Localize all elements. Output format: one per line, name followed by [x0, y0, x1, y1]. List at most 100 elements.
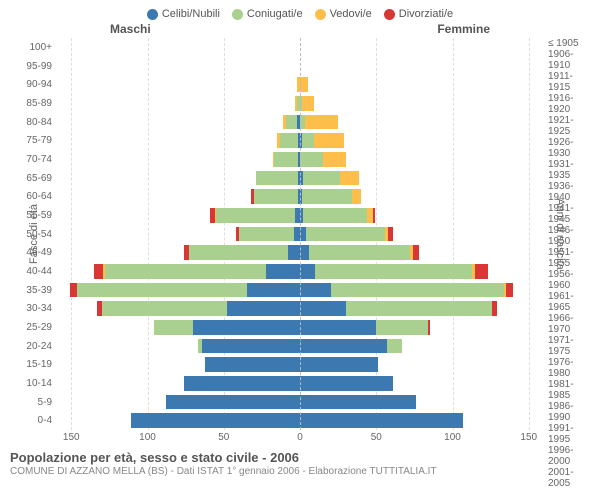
legend-label: Divorziati/e	[399, 8, 453, 20]
female-half	[300, 57, 544, 76]
bar	[210, 208, 300, 223]
pyramid-row	[56, 150, 544, 169]
bar	[300, 320, 430, 335]
bar	[131, 413, 300, 428]
male-half	[56, 355, 300, 374]
footer: Popolazione per età, sesso e stato civil…	[8, 444, 592, 477]
bar	[300, 208, 375, 223]
legend-item: Celibi/Nubili	[147, 8, 220, 20]
bar-segment	[298, 133, 300, 148]
bar	[300, 339, 402, 354]
bar	[94, 264, 300, 279]
population-pyramid: Celibi/NubiliConiugati/eVedovi/eDivorzia…	[0, 0, 600, 500]
bar-segment	[388, 227, 393, 242]
female-half	[300, 318, 544, 337]
bar-segment	[298, 171, 300, 186]
y-tick-age: 80-84	[8, 113, 52, 132]
pyramid-row	[56, 318, 544, 337]
bar-segment	[428, 320, 430, 335]
bar-segment	[302, 96, 314, 111]
bar-segment	[300, 245, 309, 260]
pyramid-row	[56, 299, 544, 318]
female-half	[300, 374, 544, 393]
bar-segment	[300, 395, 416, 410]
pyramid-row	[56, 94, 544, 113]
bar	[166, 395, 300, 410]
bar	[184, 245, 300, 260]
bar	[251, 189, 300, 204]
pyramid-row	[56, 393, 544, 412]
bar-segment	[102, 301, 227, 316]
bar-segment	[302, 133, 314, 148]
bar-segment	[387, 339, 402, 354]
pyramid-row	[56, 262, 544, 281]
female-half	[300, 243, 544, 262]
y-tick-birth: 1971-1975	[548, 335, 592, 357]
bar-segment	[266, 264, 300, 279]
bar-segment	[300, 376, 393, 391]
legend-swatch	[232, 9, 243, 20]
male-half	[56, 393, 300, 412]
bar	[300, 245, 419, 260]
bar-segment	[166, 395, 300, 410]
bar-segment	[297, 115, 300, 130]
plot-area: Fasce di età 100+95-9990-9485-8980-8475-…	[8, 38, 592, 430]
x-tick: 150	[63, 432, 80, 443]
bar-segment	[154, 320, 194, 335]
bar-segment	[300, 339, 387, 354]
bar-segment	[323, 152, 346, 167]
bar	[205, 357, 300, 372]
bar-segment	[227, 301, 300, 316]
bar	[300, 376, 393, 391]
bar	[300, 115, 338, 130]
bar-segment	[309, 245, 410, 260]
bar-segment	[94, 264, 103, 279]
bar-segment	[280, 133, 298, 148]
pyramid-row	[56, 38, 544, 57]
bar	[300, 189, 361, 204]
legend-item: Divorziati/e	[384, 8, 453, 20]
bar-segment	[300, 413, 463, 428]
bar-segment	[202, 339, 300, 354]
bar-segment	[352, 189, 361, 204]
female-half	[300, 225, 544, 244]
y-tick-age: 75-79	[8, 131, 52, 150]
bar	[273, 152, 300, 167]
male-half	[56, 225, 300, 244]
bar-segment	[314, 133, 344, 148]
female-half	[300, 187, 544, 206]
bar	[184, 376, 300, 391]
bar-segment	[475, 264, 487, 279]
bar	[300, 77, 308, 92]
y-tick-birth: 1931-1935	[548, 159, 592, 181]
y-left-label: Fasce di età	[28, 204, 40, 264]
bar-segment	[105, 264, 267, 279]
x-tick: 100	[444, 432, 461, 443]
bar	[300, 413, 463, 428]
bar	[300, 133, 344, 148]
pyramid-row	[56, 187, 544, 206]
bar	[297, 77, 300, 92]
bar	[236, 227, 300, 242]
bar-segment	[288, 245, 300, 260]
bar-segment	[506, 283, 514, 298]
header-male: Maschi	[66, 22, 300, 36]
female-half	[300, 393, 544, 412]
pyramid-row	[56, 113, 544, 132]
bar-segment	[376, 320, 428, 335]
bar	[198, 339, 300, 354]
column-headers: Maschi Femmine	[8, 22, 592, 38]
bar-segment	[300, 320, 376, 335]
female-half	[300, 38, 544, 57]
female-half	[300, 150, 544, 169]
male-half	[56, 411, 300, 430]
y-tick-birth: 1996-2000	[548, 445, 592, 467]
y-axis-right: ≤ 19051906-19101911-19151916-19201921-19…	[544, 38, 592, 430]
y-tick-birth: 1916-1920	[548, 93, 592, 115]
male-half	[56, 281, 300, 300]
pyramid-row	[56, 243, 544, 262]
male-half	[56, 206, 300, 225]
male-half	[56, 131, 300, 150]
y-tick-age: 90-94	[8, 75, 52, 94]
y-tick-birth: 1986-1990	[548, 401, 592, 423]
